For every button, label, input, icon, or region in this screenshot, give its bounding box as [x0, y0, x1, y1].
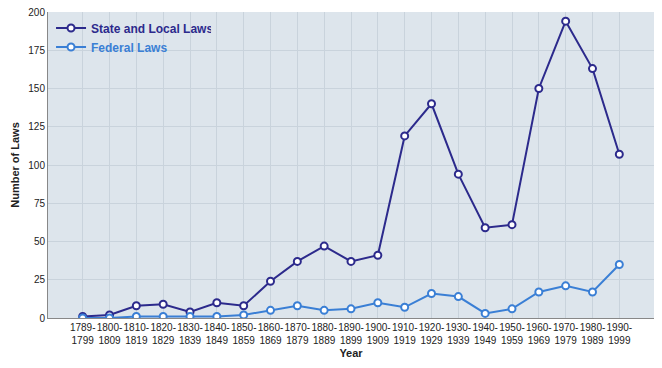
svg-text:1880-1889: 1880-1889 [311, 322, 337, 346]
svg-text:1950-1959: 1950-1959 [499, 322, 525, 346]
svg-text:50: 50 [34, 236, 46, 247]
svg-text:Federal Laws: Federal Laws [91, 41, 167, 55]
svg-text:1800-1809: 1800-1809 [97, 322, 123, 346]
svg-text:State and Local Laws: State and Local Laws [91, 22, 211, 36]
svg-text:1810-1819: 1810-1819 [124, 322, 150, 346]
svg-text:1930-1939: 1930-1939 [446, 322, 472, 346]
svg-text:1920-1929: 1920-1929 [419, 322, 445, 346]
svg-text:175: 175 [28, 45, 45, 56]
svg-text:1900-1909: 1900-1909 [365, 322, 391, 346]
svg-text:1840-1849: 1840-1849 [204, 322, 230, 346]
svg-text:1870-1879: 1870-1879 [285, 322, 311, 346]
svg-text:25: 25 [34, 274, 46, 285]
svg-text:1970-1979: 1970-1979 [553, 322, 579, 346]
svg-text:200: 200 [28, 7, 45, 18]
svg-text:100: 100 [28, 160, 45, 171]
svg-text:Year: Year [339, 347, 363, 359]
svg-text:1940-1949: 1940-1949 [472, 322, 498, 346]
svg-text:0: 0 [39, 313, 45, 324]
svg-text:1910-1919: 1910-1919 [392, 322, 418, 346]
svg-text:1820-1829: 1820-1829 [150, 322, 176, 346]
svg-text:150: 150 [28, 83, 45, 94]
svg-text:1990-1999: 1990-1999 [607, 322, 633, 346]
svg-text:125: 125 [28, 121, 45, 132]
svg-text:1830-1839: 1830-1839 [177, 322, 203, 346]
svg-text:1890-1899: 1890-1899 [338, 322, 364, 346]
svg-text:75: 75 [34, 198, 46, 209]
svg-text:1860-1869: 1860-1869 [258, 322, 284, 346]
svg-text:1980-1989: 1980-1989 [580, 322, 606, 346]
svg-text:1850-1859: 1850-1859 [231, 322, 257, 346]
svg-text:Number of Laws: Number of Laws [9, 122, 21, 208]
svg-text:1789-1799: 1789-1799 [70, 322, 96, 346]
svg-text:1960-1969: 1960-1969 [526, 322, 552, 346]
